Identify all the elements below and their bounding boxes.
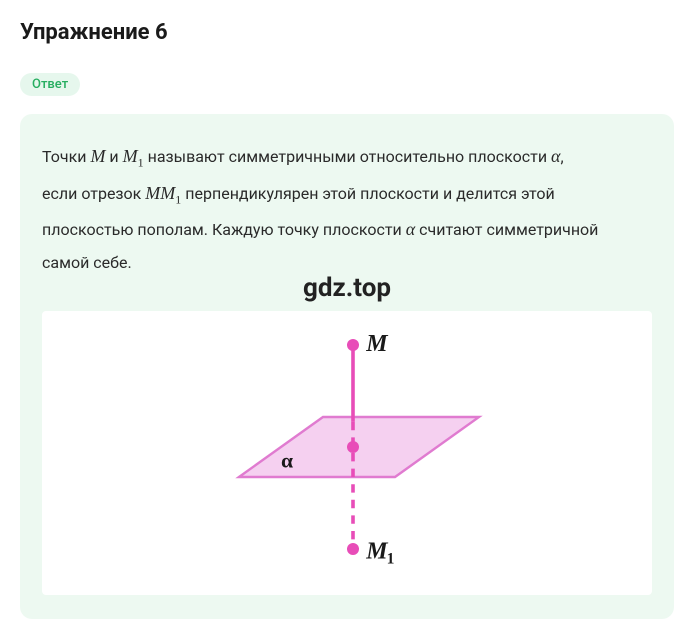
exercise-title: Упражнение 6	[20, 20, 674, 45]
text-fragment: называют симметричными относительно плос…	[144, 147, 551, 166]
label-m1: M	[365, 539, 389, 565]
label-m: M	[365, 331, 389, 357]
label-m1-sub: 1	[387, 551, 395, 568]
label-alpha: α	[281, 449, 293, 473]
text-fragment: самой себе.	[42, 253, 132, 272]
watermark: gdz.top	[42, 273, 652, 303]
answer-box: Точки M и M1 называют симметричными отно…	[20, 114, 674, 619]
point-m	[347, 339, 359, 351]
math-m: M	[90, 146, 105, 166]
text-fragment: ,	[560, 147, 563, 166]
text-fragment: если отрезок	[42, 184, 145, 203]
answer-badge: Ответ	[20, 73, 80, 96]
text-fragment: считают симметричной	[415, 220, 598, 239]
diagram-container: M α M 1	[42, 311, 652, 595]
point-intersection	[347, 441, 359, 453]
math-m1: M1	[123, 146, 144, 166]
symmetry-diagram: M α M 1	[167, 321, 527, 585]
math-mm1: MM1	[145, 183, 181, 203]
text-fragment: плоскостью пополам. Каждую точку плоскос…	[42, 220, 406, 239]
point-m1	[347, 543, 359, 555]
text-fragment: и	[105, 147, 122, 166]
answer-text: Точки M и M1 называют симметричными отно…	[42, 138, 652, 279]
math-alpha2: α	[406, 219, 415, 239]
text-fragment: Точки	[42, 147, 90, 166]
text-fragment: перпендикулярен этой плоскости и делится…	[181, 184, 554, 203]
